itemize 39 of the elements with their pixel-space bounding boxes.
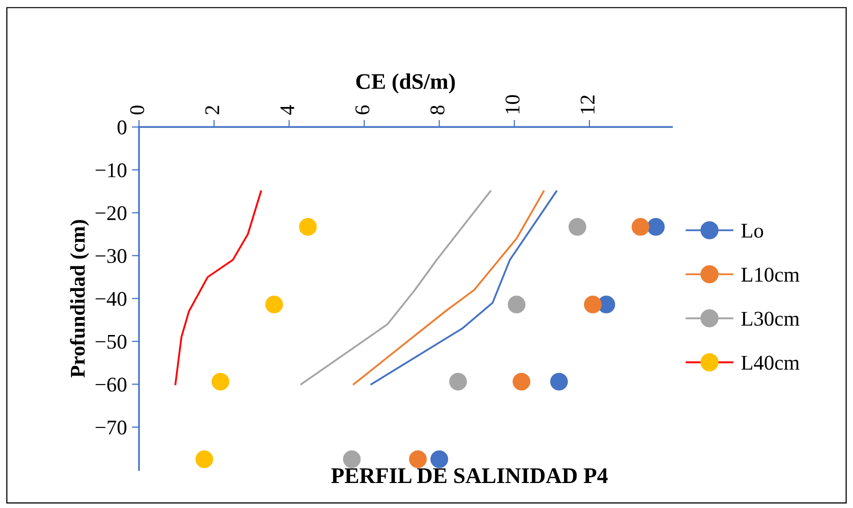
y-tick-label: −30 bbox=[96, 249, 126, 264]
point bbox=[409, 450, 427, 468]
point bbox=[632, 218, 650, 236]
point bbox=[568, 218, 586, 236]
line-series bbox=[174, 190, 262, 386]
y-tick-label: −70 bbox=[96, 420, 126, 435]
point bbox=[195, 450, 214, 468]
x-tick-label: 12 bbox=[580, 96, 594, 114]
x-tick-label: 4 bbox=[280, 105, 294, 115]
legend-label: L30cm bbox=[741, 312, 800, 326]
point bbox=[299, 218, 317, 236]
legend-label: L40cm bbox=[741, 356, 800, 370]
point bbox=[212, 372, 230, 391]
x-tick-label: 2 bbox=[205, 106, 220, 114]
y-tick-label: −40 bbox=[96, 292, 126, 306]
y-tick-label: −60 bbox=[96, 378, 126, 392]
x-axis-title: CE (dS/m) bbox=[356, 73, 455, 94]
line-series bbox=[300, 190, 492, 386]
legend-label: L10cm bbox=[741, 268, 800, 282]
point bbox=[512, 372, 530, 391]
x-tick-label: 8 bbox=[430, 106, 444, 114]
point bbox=[449, 372, 467, 391]
point bbox=[430, 450, 448, 468]
y-tick-label: −10 bbox=[96, 163, 126, 178]
point bbox=[342, 450, 361, 468]
y-axis-title: Profundidad (cm) bbox=[70, 220, 90, 378]
legend-label: Lo bbox=[741, 224, 764, 238]
y-tick-label: 0 bbox=[118, 120, 126, 134]
point bbox=[265, 296, 283, 314]
x-tick-label: 0 bbox=[130, 106, 144, 114]
y-tick-label: −50 bbox=[96, 334, 126, 349]
point bbox=[647, 218, 665, 236]
x-tick-label: 6 bbox=[355, 105, 370, 114]
point bbox=[584, 296, 602, 314]
point bbox=[508, 296, 526, 314]
y-tick-label: −20 bbox=[96, 206, 126, 220]
point bbox=[550, 372, 568, 391]
text: PERFIL DE SALINIDAD P4 bbox=[331, 468, 608, 484]
x-tick-label: 10 bbox=[506, 95, 520, 114]
